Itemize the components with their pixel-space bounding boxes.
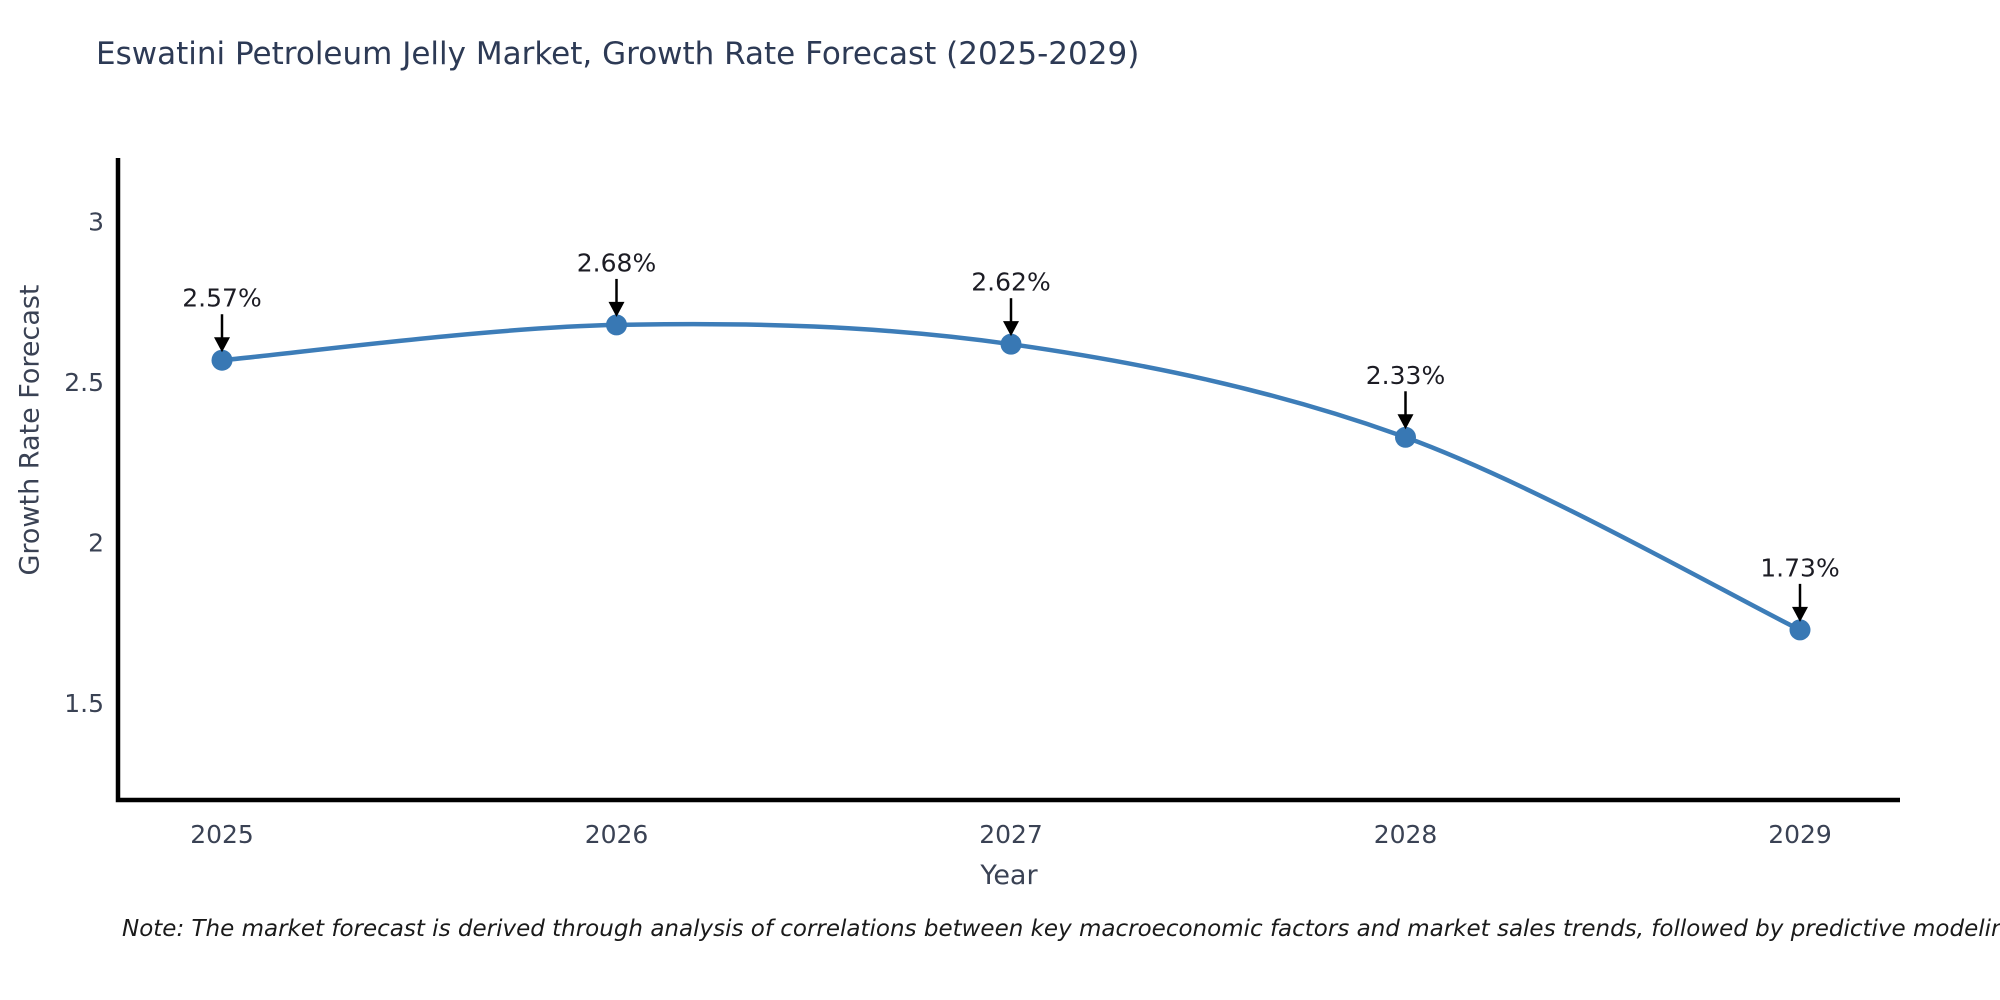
x-tick-label: 2029 [1768,820,1832,849]
y-tick-label: 3 [88,208,104,237]
x-tick-label: 2028 [1374,820,1438,849]
y-tick-label: 1.5 [64,689,104,718]
annotation-arrowhead [214,337,230,353]
forecast-line [221,321,1801,632]
annotation-arrowhead [1397,414,1414,430]
y-tick-label: 2 [88,529,104,558]
annotation-arrowhead [1003,321,1019,337]
point-annotation: 2.68% [577,248,656,277]
point-annotation: 1.73% [1760,553,1839,582]
x-axis-label: Year [980,860,1038,891]
data-point-marker [1000,333,1022,355]
point-annotation: 2.33% [1366,361,1445,390]
data-point-marker [1395,426,1416,448]
x-tick-label: 2026 [585,820,649,849]
data-point-marker [211,349,233,371]
annotation-arrowhead [1792,606,1808,622]
point-annotation: 2.62% [971,268,1050,297]
data-point-marker [1789,619,1811,641]
chart-title: Eswatini Petroleum Jelly Market, Growth … [96,36,1140,72]
axis-lines [115,158,1900,803]
footnote: Note: The market forecast is derived thr… [122,916,2000,942]
annotation-arrowhead [608,301,625,317]
data-point-marker [606,314,627,336]
x-tick-label: 2025 [190,820,254,849]
y-tick-label: 2.5 [64,368,104,397]
x-tick-label: 2027 [979,820,1043,849]
point-annotation: 2.57% [182,284,261,313]
